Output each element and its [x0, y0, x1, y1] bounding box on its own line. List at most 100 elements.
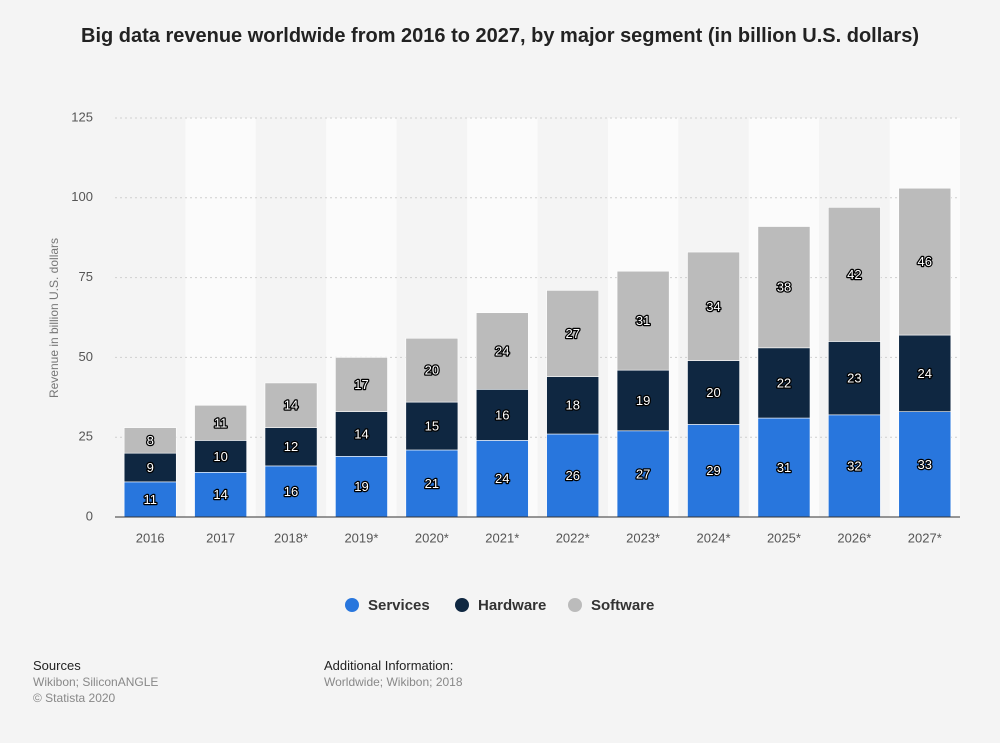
x-tick-label: 2026*: [837, 530, 871, 545]
data-label: 21: [425, 476, 439, 491]
bar-segment: [687, 360, 740, 425]
data-label: 31: [636, 313, 650, 328]
bar-segment: [828, 414, 881, 518]
bar-segment: [194, 472, 247, 518]
x-tick-label: 2027*: [908, 530, 942, 545]
data-label: 32: [847, 458, 861, 473]
bar-segment: [546, 433, 600, 518]
data-label: 14: [213, 487, 227, 502]
additional-info: Additional Information: Worldwide; Wikib…: [324, 658, 463, 690]
y-tick-label: 125: [71, 109, 93, 124]
data-label: 19: [354, 479, 368, 494]
bar-segment: [335, 456, 388, 518]
x-tick-label: 2016: [136, 530, 165, 545]
data-label: 23: [847, 371, 861, 386]
data-label: 42: [847, 267, 861, 282]
bar-segment: [475, 312, 529, 390]
bar-segment: [405, 449, 459, 518]
info-text: Worldwide; Wikibon; 2018: [324, 675, 463, 689]
data-label: 15: [425, 418, 439, 433]
sources-text: Wikibon; SiliconANGLE: [33, 675, 159, 689]
data-label: 8: [147, 433, 154, 448]
y-tick-label: 0: [86, 508, 93, 523]
bar-segment: [828, 341, 881, 416]
bar-segment: [757, 226, 811, 349]
y-tick-label: 50: [79, 349, 93, 364]
data-label: 22: [777, 375, 791, 390]
data-label: 9: [147, 460, 154, 475]
data-label: 27: [565, 326, 579, 341]
legend-marker: [345, 598, 359, 612]
data-label: 16: [284, 484, 298, 499]
bar-segment: [335, 357, 388, 412]
bar-segment: [194, 440, 247, 473]
data-label: 18: [565, 398, 579, 413]
sources-title: Sources: [33, 658, 81, 673]
data-label: 24: [495, 343, 509, 358]
bar-segment: [616, 270, 670, 371]
data-label: 24: [495, 471, 509, 486]
x-tick-label: 2021*: [485, 530, 519, 545]
x-tick-label: 2025*: [767, 530, 801, 545]
legend-label: Services: [368, 597, 430, 614]
data-label: 27: [636, 466, 650, 481]
bar-segment: [687, 251, 740, 361]
x-tick-label: 2023*: [626, 530, 660, 545]
bar-segment: [546, 376, 600, 435]
chart-title: Big data revenue worldwide from 2016 to …: [81, 25, 919, 47]
data-label: 38: [777, 280, 791, 295]
bar-segment: [898, 334, 952, 412]
data-label: 10: [213, 449, 227, 464]
bar-segment: [616, 430, 670, 518]
y-tick-label: 25: [79, 429, 93, 444]
x-tick-label: 2020*: [415, 530, 449, 545]
data-label: 29: [706, 463, 720, 478]
bar-segment: [123, 427, 177, 454]
data-label: 24: [918, 366, 932, 381]
data-label: 14: [284, 398, 298, 413]
info-title: Additional Information:: [324, 658, 454, 673]
legend-marker: [568, 598, 582, 612]
data-label: 19: [636, 393, 650, 408]
data-label: 46: [918, 254, 932, 269]
data-label: 20: [706, 385, 720, 400]
data-label: 16: [495, 407, 509, 422]
legend-label: Hardware: [478, 597, 546, 614]
data-label: 14: [354, 426, 368, 441]
bar-segment: [405, 337, 459, 403]
legend-label: Software: [591, 597, 654, 614]
y-tick-label: 75: [79, 269, 93, 284]
bar-segment: [616, 369, 670, 432]
x-tick-label: 2024*: [697, 530, 731, 545]
bar-segment: [264, 382, 318, 428]
bar-segment: [898, 187, 952, 336]
data-label: 17: [354, 377, 368, 392]
data-label: 11: [214, 415, 228, 430]
data-label: 20: [425, 363, 439, 378]
bar-segment: [757, 417, 811, 518]
bar-segment: [546, 290, 600, 377]
data-label: 12: [284, 439, 298, 454]
bar-segment: [898, 411, 952, 518]
x-tick-label: 2017: [206, 530, 235, 545]
copyright: © Statista 2020: [33, 691, 116, 705]
data-label: 31: [777, 460, 791, 475]
bar-segment: [123, 452, 177, 483]
bar-segment: [335, 411, 388, 457]
x-tick-label: 2018*: [274, 530, 308, 545]
legend-marker: [455, 598, 469, 612]
bar-segment: [475, 440, 529, 518]
bar-segment: [687, 424, 740, 518]
bar-segment: [123, 481, 177, 518]
bar-segment: [194, 404, 247, 441]
x-tick-label: 2022*: [556, 530, 590, 545]
data-label: 26: [565, 468, 579, 483]
bar-segment: [475, 389, 529, 441]
bar-segment: [264, 427, 318, 467]
bar-segment: [405, 401, 459, 451]
y-tick-label: 100: [71, 189, 93, 204]
y-axis-label: Revenue in billion U.S. dollars: [47, 238, 61, 398]
data-label: 34: [706, 299, 720, 314]
